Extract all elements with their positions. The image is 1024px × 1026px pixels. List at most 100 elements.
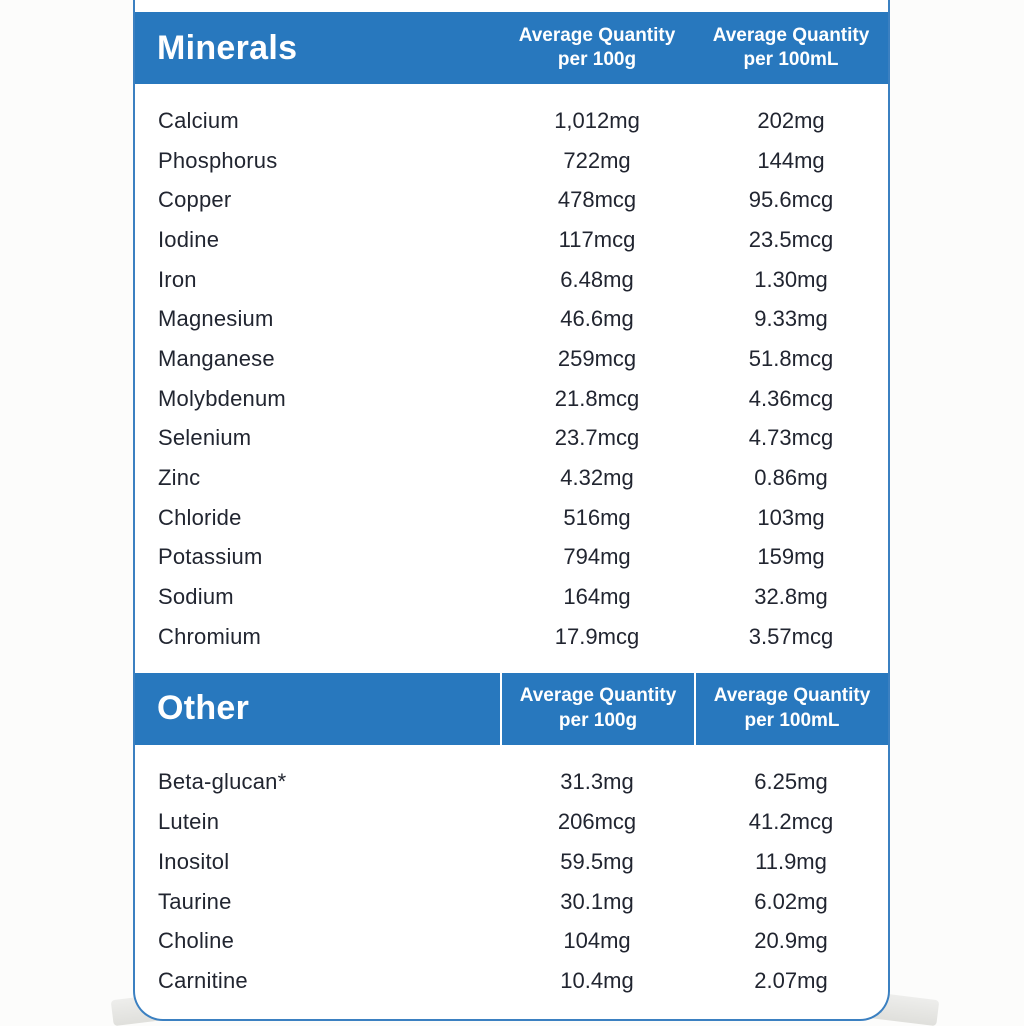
- nutrient-name: Beta-glucan*: [158, 769, 287, 795]
- nutrient-name: Copper: [158, 187, 232, 213]
- column-header-line: Average Quantity: [713, 685, 871, 707]
- table-row: Lutein 206mcg 41.2mcg: [135, 802, 888, 842]
- value-per-100ml: 144mg: [757, 147, 825, 173]
- nutrient-name: Zinc: [158, 465, 201, 491]
- value-per-100ml: 11.9mg: [755, 848, 827, 874]
- value-per-100g: 516mg: [563, 504, 631, 530]
- section-title: Other: [157, 689, 250, 728]
- minerals-rows: Calcium 1,012mg 202mg Phosphorus 722mg 1…: [135, 84, 888, 673]
- value-per-100ml: 4.36mcg: [748, 385, 834, 411]
- table-row: Magnesium 46.6mg 9.33mg: [135, 299, 888, 339]
- table-row: Choline 104mg 20.9mg: [135, 921, 888, 961]
- column-header-per-100ml: Average Quantity per 100mL: [694, 672, 888, 745]
- table-row: Carnitine 10.4mg 2.07mg: [135, 961, 888, 1001]
- nutrient-name: Manganese: [158, 345, 275, 371]
- value-per-100g: 104mg: [563, 928, 631, 954]
- column-header-per-100g: Average Quantity per 100g: [500, 12, 694, 84]
- value-per-100ml: 6.25mg: [754, 769, 828, 795]
- column-header-line: Average Quantity: [518, 24, 676, 46]
- table-row: Chloride 516mg 103mg: [135, 498, 888, 538]
- value-per-100g: 46.6mg: [560, 306, 634, 332]
- value-per-100g: 794mg: [563, 544, 631, 570]
- nutrient-name: Choline: [158, 928, 235, 954]
- value-per-100ml: 159mg: [757, 544, 825, 570]
- table-row: Manganese 259mcg 51.8mcg: [135, 339, 888, 379]
- value-per-100ml: 41.2mcg: [748, 809, 834, 835]
- value-per-100g: 478mcg: [557, 187, 637, 213]
- table-row: Iron 6.48mg 1.30mg: [135, 260, 888, 300]
- nutrient-name: Chromium: [158, 623, 262, 649]
- other-rows: Beta-glucan* 31.3mg 6.25mg Lutein 206mcg…: [135, 745, 888, 1001]
- value-per-100g: 117mcg: [558, 226, 636, 252]
- table-row: Zinc 4.32mg 0.86mg: [135, 458, 888, 498]
- value-per-100ml: 202mg: [757, 107, 825, 133]
- column-header-per-100ml: Average Quantity per 100mL: [694, 12, 888, 84]
- table-row: Sodium 164mg 32.8mg: [135, 577, 888, 617]
- value-per-100g: 23.7mcg: [554, 425, 640, 451]
- value-per-100ml: 51.8mcg: [748, 345, 834, 371]
- value-per-100g: 4.32mg: [560, 465, 634, 491]
- nutrient-name: Carnitine: [158, 967, 248, 993]
- value-per-100g: 1,012mg: [554, 107, 640, 133]
- value-per-100g: 206mcg: [557, 809, 637, 835]
- value-per-100g: 10.4mg: [560, 967, 634, 993]
- table-row: Taurine 30.1mg 6.02mg: [135, 882, 888, 922]
- table-row: Calcium 1,012mg 202mg: [135, 101, 888, 141]
- value-per-100ml: 1.30mg: [754, 266, 828, 292]
- table-row: Inositol 59.5mg 11.9mg: [135, 842, 888, 882]
- value-per-100g: 722mg: [563, 147, 631, 173]
- value-per-100g: 59.5mg: [560, 848, 634, 874]
- value-per-100ml: 32.8mg: [754, 584, 828, 610]
- nutrient-name: Magnesium: [158, 306, 274, 332]
- nutrient-name: Iron: [158, 266, 197, 292]
- value-per-100g: 17.9mcg: [554, 623, 640, 649]
- nutrient-name: Potassium: [158, 544, 263, 570]
- table-row: Iodine 117mcg 23.5mcg: [135, 220, 888, 260]
- nutrient-name: Calcium: [158, 107, 239, 133]
- value-per-100g: 21.8mcg: [554, 385, 640, 411]
- column-header-line: per 100mL: [744, 709, 840, 731]
- table-row: Copper 478mcg 95.6mcg: [135, 180, 888, 220]
- nutrient-name: Taurine: [158, 888, 232, 914]
- value-per-100ml: 9.33mg: [754, 306, 828, 332]
- section-other: Other Average Quantity per 100g Average …: [135, 672, 888, 1001]
- value-per-100g: 164mg: [563, 584, 631, 610]
- other-header: Other Average Quantity per 100g Average …: [135, 672, 888, 745]
- table-row: Selenium 23.7mcg 4.73mcg: [135, 419, 888, 459]
- value-per-100ml: 2.07mg: [754, 967, 828, 993]
- table-row: Phosphorus 722mg 144mg: [135, 141, 888, 181]
- column-header-line: per 100mL: [743, 49, 839, 70]
- value-per-100g: 6.48mg: [560, 266, 634, 292]
- nutrient-name: Chloride: [158, 504, 242, 530]
- panel-top-spacer: [135, 0, 888, 12]
- value-per-100ml: 23.5mcg: [748, 226, 834, 252]
- value-per-100ml: 95.6mcg: [748, 187, 834, 213]
- value-per-100ml: 3.57mcg: [748, 623, 834, 649]
- column-header-line: Average Quantity: [712, 24, 870, 46]
- nutrient-name: Selenium: [158, 425, 252, 451]
- value-per-100g: 31.3mg: [560, 769, 634, 795]
- column-header-line: per 100g: [557, 49, 637, 70]
- value-per-100ml: 0.86mg: [754, 465, 828, 491]
- nutrient-name: Lutein: [158, 809, 220, 835]
- column-header-line: Average Quantity: [519, 685, 677, 707]
- column-header-line: per 100g: [558, 709, 638, 731]
- nutrition-information-panel: Minerals Average Quantity per 100g Avera…: [133, 0, 890, 1021]
- value-per-100ml: 103mg: [757, 504, 825, 530]
- nutrient-name: Inositol: [158, 848, 230, 874]
- section-minerals: Minerals Average Quantity per 100g Avera…: [135, 12, 888, 673]
- minerals-header: Minerals Average Quantity per 100g Avera…: [135, 12, 888, 84]
- value-per-100ml: 4.73mcg: [748, 425, 834, 451]
- value-per-100g: 30.1mg: [560, 888, 634, 914]
- nutrient-name: Phosphorus: [158, 147, 278, 173]
- section-title: Minerals: [157, 28, 298, 67]
- nutrient-name: Iodine: [158, 226, 220, 252]
- nutrient-name: Molybdenum: [158, 385, 286, 411]
- value-per-100ml: 20.9mg: [754, 928, 828, 954]
- nutrient-name: Sodium: [158, 584, 234, 610]
- table-row: Potassium 794mg 159mg: [135, 538, 888, 578]
- table-row: Beta-glucan* 31.3mg 6.25mg: [135, 763, 888, 803]
- table-row: Chromium 17.9mcg 3.57mcg: [135, 617, 888, 657]
- value-per-100g: 259mcg: [557, 345, 637, 371]
